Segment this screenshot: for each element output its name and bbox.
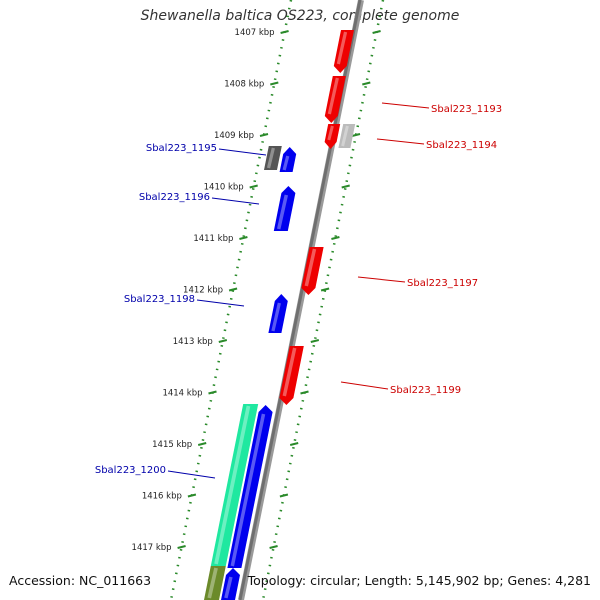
gene-block-top (333, 30, 354, 73)
tick-label: 1417 kbp (132, 543, 172, 553)
gene-block-bottom-blue-highlight (224, 576, 233, 599)
genome-summary: Topology: circular; Length: 5,145,902 bp… (247, 573, 591, 588)
tick-mark-outer (362, 81, 371, 86)
tick-label: 1407 kbp (235, 28, 275, 38)
gene-block-mint-highlight (214, 405, 251, 565)
tick-mark-inner (197, 442, 207, 446)
gene-block-sbal223-1196-body (273, 186, 296, 231)
gene-block-reverse-small-highlight (327, 125, 334, 141)
tick-mark-inner (228, 287, 238, 292)
gene-label-sbal223-1193: Sbal223_1193 (431, 104, 502, 115)
gene-block-sbal223-1193-body (324, 76, 346, 123)
tick-mark-outer (372, 30, 381, 34)
gene-block-sbal223-1197-highlight (304, 248, 317, 287)
tick-label: 1411 kbp (193, 234, 233, 244)
tick-mark-inner (249, 184, 258, 189)
tick-mark-outer (300, 390, 309, 395)
leader-line-sbal223-1199 (340, 381, 389, 390)
gene-block-sbal223-1197 (301, 247, 324, 295)
leader-line-sbal223-1198 (196, 299, 245, 307)
gene-block-reverse-small-body (324, 124, 341, 149)
gene-label-sbal223-1195: Sbal223_1195 (146, 143, 217, 154)
gene-block-sbal223-1194 (338, 124, 356, 148)
gene-label-sbal223-1200: Sbal223_1200 (95, 465, 166, 476)
gene-block-sbal223-1194-highlight (341, 125, 349, 147)
gene-block-olive-body (204, 566, 226, 600)
gene-label-sbal223-1199: Sbal223_1199 (390, 385, 461, 396)
tick-mark-outer (289, 442, 299, 446)
gene-block-grey-highlight (266, 147, 275, 169)
gene-label-sbal223-1198: Sbal223_1198 (124, 294, 195, 305)
tick-label: 1415 kbp (152, 440, 192, 450)
gene-block-sbal223-1199-body (279, 346, 304, 405)
gene-block-sbal223-1196 (273, 186, 296, 231)
tick-label: 1409 kbp (214, 131, 254, 141)
gene-block-sbal223-1198 (268, 294, 288, 333)
gene-block-sbal223-1200-highlight (230, 413, 266, 567)
leader-line-sbal223-1193 (381, 102, 430, 109)
leader-line-sbal223-1194 (376, 138, 425, 145)
gene-block-mint-body (210, 404, 259, 566)
tick-mark-inner (208, 390, 217, 395)
leader-line-sbal223-1197 (357, 276, 406, 283)
tick-mark-inner (239, 236, 248, 240)
tick-mark-outer (331, 236, 340, 240)
tick-mark-inner (187, 493, 197, 498)
tick-label: 1408 kbp (224, 80, 264, 90)
gene-label-sbal223-1194: Sbal223_1194 (426, 140, 497, 151)
gene-block-sbal223-1195 (279, 147, 297, 172)
tick-mark-outer (320, 287, 330, 292)
gene-block-sbal223-1193-highlight (327, 77, 339, 115)
tick-mark-inner (280, 30, 289, 34)
tick-mark-inner (218, 339, 228, 343)
tick-label: 1416 kbp (142, 492, 182, 502)
gene-block-olive-highlight (207, 567, 218, 599)
map-title: Shewanella baltica OS223, complete genom… (140, 8, 460, 24)
tick-mark-outer (279, 493, 289, 498)
accession-label: Accession: NC_011663 (9, 573, 152, 588)
gene-label-sbal223-1196: Sbal223_1196 (139, 192, 210, 203)
gene-block-sbal223-1198-highlight (271, 302, 281, 332)
gene-block-sbal223-1198-body (268, 294, 288, 333)
leader-line-sbal223-1200 (167, 470, 216, 479)
leader-line-sbal223-1196 (211, 197, 260, 205)
gene-block-top-highlight (336, 31, 348, 65)
gene-block-reverse-small (324, 124, 341, 149)
gene-block-sbal223-1193 (324, 76, 346, 123)
gene-block-sbal223-1195-body (279, 147, 297, 172)
gene-block-mint (210, 404, 259, 566)
tick-mark-inner (270, 81, 279, 86)
gene-block-bottom-blue (221, 568, 240, 600)
tick-label: 1414 kbp (162, 389, 202, 399)
tick-mark-outer (341, 184, 350, 189)
gene-block-sbal223-1197-body (301, 247, 324, 295)
gene-block-bottom-blue-body (221, 568, 240, 600)
gene-block-sbal223-1200 (227, 405, 273, 568)
gene-block-grey-body (264, 146, 282, 170)
tick-mark-inner (259, 133, 269, 137)
gene-block-olive (204, 566, 226, 600)
tick-label: 1413 kbp (173, 337, 213, 347)
tick-label: 1412 kbp (183, 286, 223, 296)
gene-block-sbal223-1200-body (227, 405, 273, 568)
leader-line-sbal223-1195 (218, 148, 267, 156)
tick-label: 1410 kbp (204, 183, 244, 193)
gene-block-sbal223-1196-highlight (276, 194, 289, 230)
tick-mark-outer (310, 339, 320, 343)
tick-mark-outer (351, 133, 361, 137)
gene-label-sbal223-1197: Sbal223_1197 (407, 278, 478, 289)
tick-mark-inner (177, 545, 186, 549)
gene-block-sbal223-1199 (279, 346, 304, 405)
gene-block-top-body (333, 30, 354, 73)
tick-mark-outer (269, 545, 278, 549)
gene-block-grey (264, 146, 282, 170)
gene-block-sbal223-1195-highlight (282, 155, 290, 171)
gene-block-sbal223-1194-body (338, 124, 356, 148)
gene-block-sbal223-1199-highlight (282, 347, 297, 397)
